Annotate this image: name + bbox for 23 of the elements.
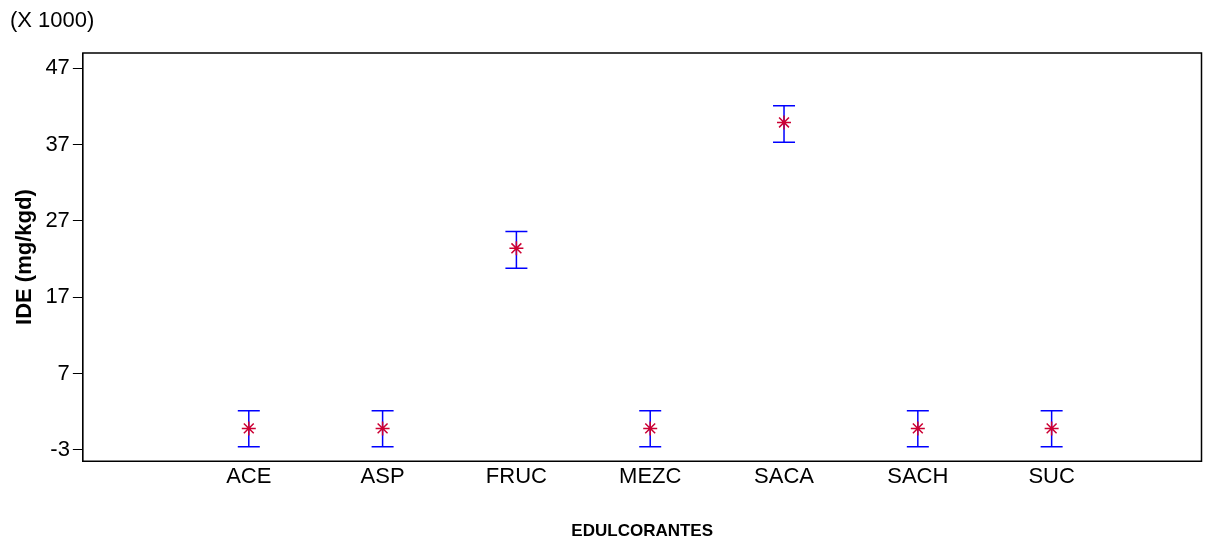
x-tick-label: FRUC [485, 463, 548, 489]
x-tick-label: MEZC [619, 463, 682, 489]
x-tick-label: ACE [226, 463, 272, 489]
y-tick-label: 37 [45, 130, 70, 156]
point [642, 420, 658, 437]
x-tick-label: SACH [887, 463, 949, 489]
point [241, 420, 257, 437]
y-tick-label: 7 [57, 359, 70, 385]
x-tick-label: ASP [360, 463, 405, 489]
x-axis-title: EDULCORANTES [571, 521, 714, 541]
x-tick-label: SACA [754, 463, 815, 489]
y-tick-label: 17 [45, 283, 70, 309]
y-axis-title: IDE (mg/kgd) [11, 189, 37, 325]
y-tick-label: 27 [45, 206, 70, 232]
point [776, 114, 792, 131]
x-tick-label: SUC [1028, 463, 1075, 489]
y-tick-label: -3 [50, 435, 70, 461]
point [374, 420, 391, 437]
point [1043, 420, 1060, 437]
point [508, 240, 525, 257]
point [910, 420, 926, 437]
text: (X 1000) [10, 7, 95, 33]
y-tick-label: 47 [45, 54, 70, 80]
